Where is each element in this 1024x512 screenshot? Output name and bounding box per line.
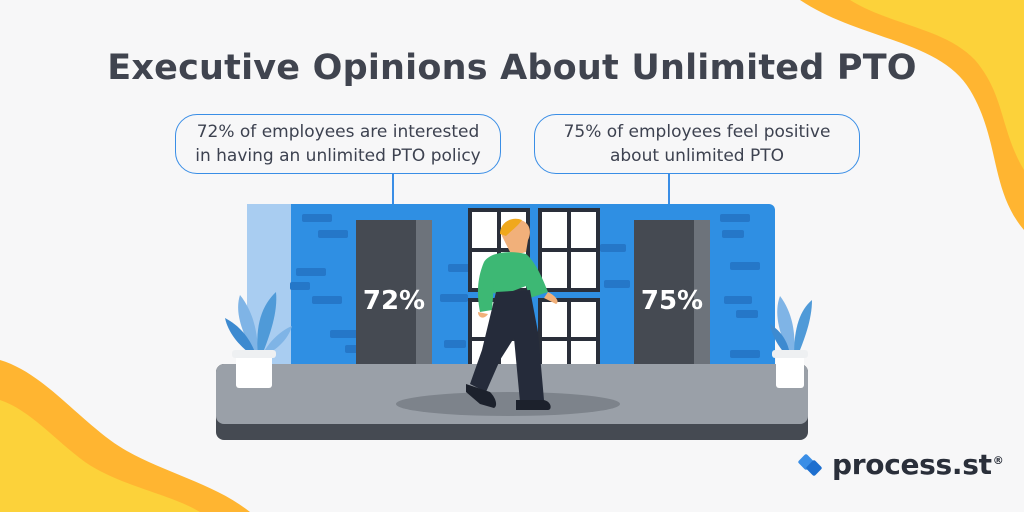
person-illustration	[466, 218, 558, 410]
logo-text-suffix: st	[962, 448, 992, 481]
process-st-logo-icon	[798, 453, 822, 476]
callout-left: 72% of employees are interested in havin…	[175, 114, 501, 174]
callout-right-line2: about unlimited PTO	[609, 146, 785, 166]
callout-right-line1: 75% of employees feel positive	[563, 122, 831, 142]
callout-left-line2: in having an unlimited PTO policy	[195, 146, 481, 166]
left-door-value: 72%	[362, 286, 426, 316]
floor-shadow	[396, 392, 620, 416]
logo-wordmark: process.st®	[832, 448, 1004, 481]
process-st-logo: process.st®	[796, 448, 1004, 481]
logo-text-main: process.	[832, 448, 963, 481]
wall-bricks	[290, 214, 762, 373]
right-door	[634, 220, 694, 384]
left-door	[356, 220, 416, 384]
page-title: Executive Opinions About Unlimited PTO	[107, 48, 917, 88]
right-door-value: 75%	[640, 286, 704, 316]
callout-left-connector	[392, 174, 394, 204]
plant-icon-left	[225, 292, 292, 388]
callout-right: 75% of employees feel positive about unl…	[534, 114, 860, 174]
plant-icon-right	[770, 296, 812, 388]
callout-left-line1: 72% of employees are interested	[196, 122, 480, 142]
registered-mark: ®	[992, 453, 1004, 467]
callout-right-connector	[668, 174, 670, 204]
